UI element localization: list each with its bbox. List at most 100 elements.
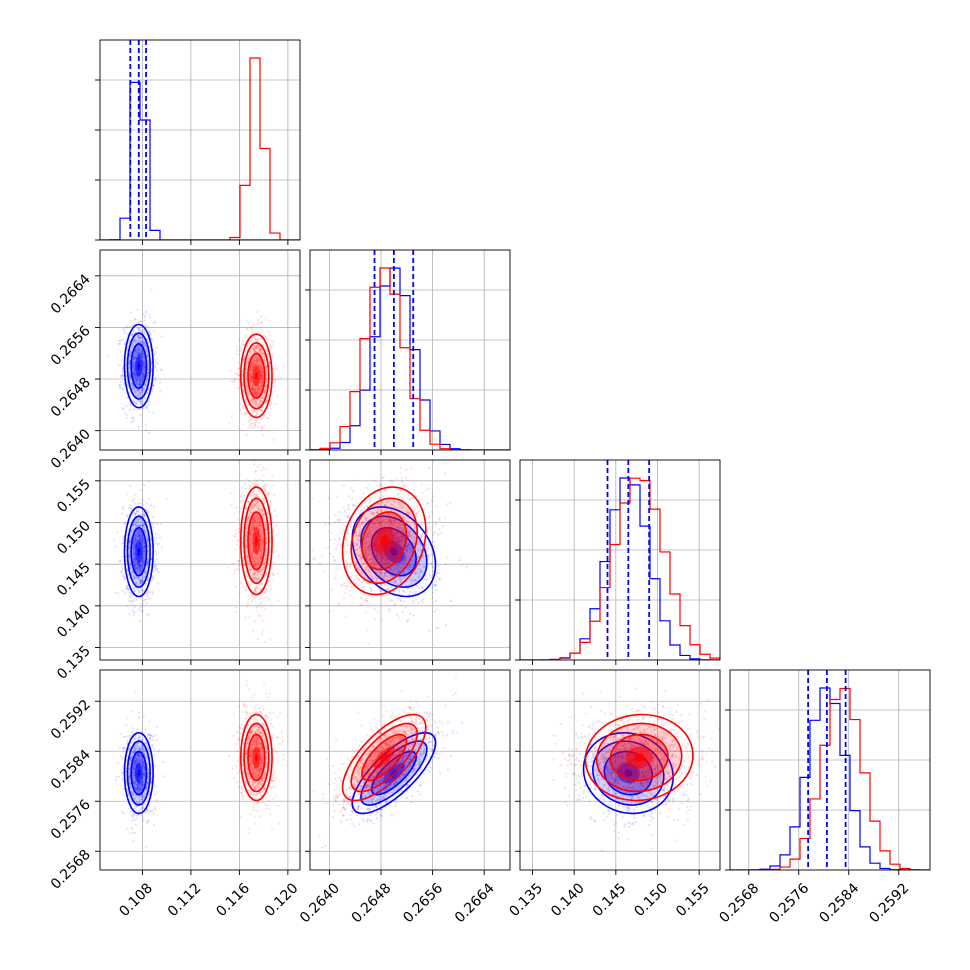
sample-point (236, 505, 239, 509)
sample-point (121, 374, 124, 377)
sample-point (269, 345, 272, 348)
sample-point (136, 588, 139, 591)
sample-point (253, 524, 256, 527)
sample-point (243, 407, 246, 410)
sample-point (139, 579, 142, 583)
sample-point (252, 525, 255, 528)
sample-point (265, 399, 268, 402)
sample-point (251, 574, 254, 577)
sample-point (269, 376, 272, 379)
sample-point (259, 547, 262, 550)
sample-point (253, 484, 256, 487)
sample-point (260, 373, 263, 377)
sample-point (138, 380, 141, 383)
sample-point (141, 539, 144, 542)
sample-point (141, 379, 144, 383)
sample-point (137, 564, 141, 568)
sample-point (261, 367, 264, 371)
sample-point (261, 377, 265, 380)
sample-point (254, 391, 257, 394)
sample-point (230, 504, 233, 507)
sample-point (147, 480, 150, 483)
sample-point (261, 513, 264, 516)
sample-point (265, 368, 268, 371)
sample-point (258, 402, 261, 405)
sample-point (139, 391, 142, 394)
sample-point (254, 354, 257, 357)
sample-point (260, 544, 263, 548)
sample-point (133, 563, 136, 566)
sample-point (138, 399, 141, 402)
sample-point (260, 381, 263, 385)
sample-point (143, 559, 146, 563)
sample-point (146, 366, 149, 369)
sample-point (148, 329, 151, 333)
sample-point (260, 381, 263, 384)
sample-point (245, 523, 248, 526)
sample-point (129, 320, 132, 323)
sample-point (249, 527, 252, 530)
sample-point (258, 454, 260, 456)
sample-point (237, 374, 240, 377)
sample-point (274, 550, 277, 553)
sample-point (118, 342, 121, 345)
sample-point (433, 545, 436, 548)
sample-point (361, 603, 364, 606)
sample-point (252, 323, 256, 326)
sample-point (131, 385, 134, 388)
sample-point (342, 529, 346, 532)
sample-point (259, 556, 262, 559)
sample-point (132, 399, 135, 402)
sample-point (249, 532, 252, 536)
sample-point (258, 358, 261, 361)
sample-point (267, 494, 270, 497)
sample-point (131, 387, 134, 390)
sample-point (138, 395, 141, 398)
sample-point (255, 584, 258, 588)
sample-point (234, 585, 238, 588)
sample-point (235, 567, 239, 570)
sample-point (256, 359, 259, 362)
sample-point (245, 526, 248, 529)
sample-point (124, 412, 127, 415)
sample-point (124, 522, 127, 525)
sample-point (261, 372, 264, 375)
sample-point (252, 526, 256, 529)
sample-point (254, 402, 258, 405)
sample-point (146, 592, 149, 596)
sample-point (257, 552, 260, 555)
sample-point (139, 414, 142, 417)
sample-point (242, 498, 245, 502)
sample-point (133, 356, 137, 359)
sample-point (248, 484, 251, 487)
sample-point (251, 548, 254, 551)
sample-point (253, 337, 256, 340)
sample-point (130, 529, 133, 532)
sample-point (430, 509, 433, 513)
sample-point (364, 611, 367, 614)
sample-point (247, 517, 250, 520)
sample-point (413, 602, 416, 605)
sample-point (238, 385, 241, 389)
sample-point (256, 358, 259, 362)
sample-point (255, 421, 258, 424)
sample-point (256, 394, 259, 397)
sample-point (253, 517, 256, 521)
sample-point (129, 539, 132, 542)
sample-point (241, 530, 244, 533)
sample-point (142, 545, 145, 548)
sample-point (139, 570, 142, 573)
sample-point (137, 529, 140, 532)
sample-point (257, 557, 260, 560)
panel-content-0-0 (100, 40, 300, 240)
sample-point (138, 337, 141, 340)
sample-point (233, 379, 236, 382)
sample-point (270, 401, 273, 404)
sample-point (265, 400, 268, 403)
sample-point (131, 361, 134, 364)
sample-point (260, 547, 263, 550)
sample-point (138, 345, 141, 348)
sample-point (154, 379, 158, 382)
sample-point (139, 564, 142, 568)
sample-point (146, 591, 149, 595)
